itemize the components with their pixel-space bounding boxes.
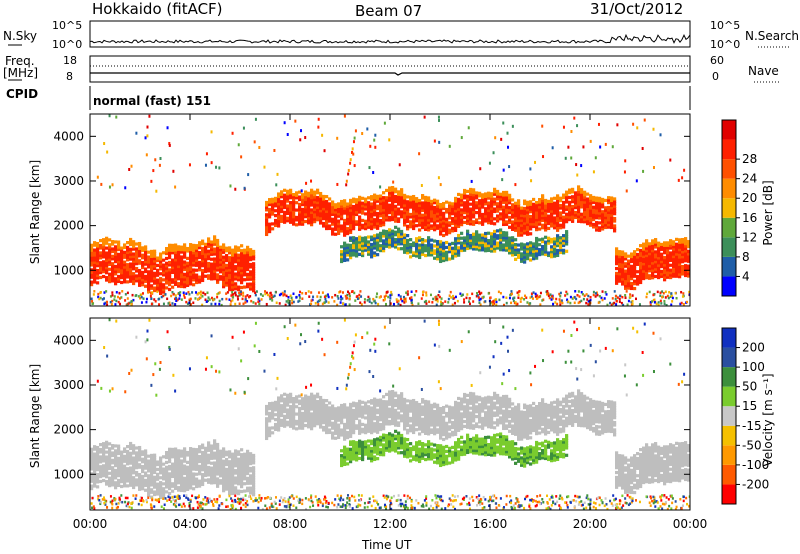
date-title: 31/Oct/2012 [590,0,684,18]
colorbar-frame [721,119,737,297]
colorbar-tick-label: -200 [742,477,769,491]
colorbar-swatch [722,217,736,238]
ytick-label: 2000 [53,423,84,437]
nsearch-tick-top: 10^5 [710,19,741,32]
colorbar-swatch [722,425,736,446]
colorbar-tick-label: 100 [742,360,765,374]
freq-unit: [MHz] [3,66,39,80]
freq-frame [89,55,691,83]
freq-label: Freq. [5,54,35,68]
nsky-frame [89,20,691,48]
colorbar-swatch [722,347,736,368]
xtick-label: 00:00 [673,517,708,531]
xaxis-label: Time UT [362,538,412,552]
colorbar-swatch [722,120,736,140]
colorbar-tick-label: 16 [742,211,757,225]
nsky-trace [89,33,691,44]
colorbar-tick-label: 24 [742,172,757,186]
xtick-label: 04:00 [173,517,208,531]
colorbar-tick-label: -100 [742,458,769,472]
ytick-label: 2000 [53,219,84,233]
nsearch-tick-bottom: 10^0 [710,38,741,51]
colorbar-swatch [722,198,736,218]
xtick-label: 16:00 [473,517,508,531]
colorbar-tick-label: 15 [742,399,757,413]
nave-label: Nave [748,64,779,78]
station-title: Hokkaido (fitACF) [92,0,223,18]
xtick-label: 12:00 [373,517,408,531]
colorbar-tick-label: 4 [742,269,750,283]
colorbar-swatch [722,386,736,407]
colorbar-swatch [722,237,736,257]
velocity-colorbar: -200 -100 -50 -15 15 50 100 200 [721,327,769,505]
velocity-heatmap [90,318,690,510]
ytick-label: 3000 [53,174,84,188]
colorbar-tick-label: 20 [742,191,757,205]
colorbar-tick-label: -50 [742,438,762,452]
colorbar-tick-label: 200 [742,341,765,355]
colorbar-tick-label: 8 [742,250,750,264]
colorbar-tick-label: 12 [742,230,757,244]
colorbar-frame [721,327,737,505]
cpid-value: normal (fast) 151 [93,94,211,108]
xtick-label: 20:00 [573,517,608,531]
xtick-label: 08:00 [273,517,308,531]
colorbar-swatch [722,464,736,485]
beam-title: Beam 07 [355,2,423,20]
colorbar-swatch [722,367,736,387]
ytick-label: 4000 [53,129,84,143]
nsky-tick-bottom: 10^0 [52,38,83,51]
colorbar-swatch [722,178,736,199]
ytick-label: 1000 [53,467,84,481]
nave-tick-top: 60 [710,54,724,67]
power-ylabel: Slant Range [km] [28,159,42,265]
power-heatmap [90,114,690,306]
xtick-label: 00:00 [73,517,108,531]
colorbar-swatch [722,276,736,296]
power-colorbar-label: Power [dB] [761,180,775,246]
colorbar-swatch [722,256,736,277]
ytick-label: 4000 [53,333,84,347]
colorbar-swatch [722,139,736,160]
ytick-label: 1000 [53,263,84,277]
colorbar-tick-label: 28 [742,152,757,166]
power-colorbar: 4 8 12 16 20 24 28 [721,119,757,297]
nsky-tick-top: 10^5 [52,19,83,32]
nsky-label: N.Sky [3,29,38,43]
colorbar-swatch [722,328,736,348]
nsearch-label: N.Search [745,29,800,43]
velocity-ylabel: Slant Range [km] [28,363,42,469]
nave-tick-bottom: 0 [712,70,719,83]
ytick-label: 3000 [53,378,84,392]
freq-tick-top: 18 [63,54,77,67]
colorbar-swatch [722,406,736,426]
colorbar-swatch [722,159,736,179]
colorbar-swatch [722,484,736,504]
cpid-label: CPID [6,87,39,101]
freq-trace [90,72,690,76]
velocity-colorbar-label: Velocity [m s⁻¹] [761,373,775,467]
colorbar-tick-label: 50 [742,380,757,394]
freq-tick-bottom: 8 [66,70,73,83]
colorbar-swatch [722,445,736,465]
colorbar-tick-label: -15 [742,419,762,433]
